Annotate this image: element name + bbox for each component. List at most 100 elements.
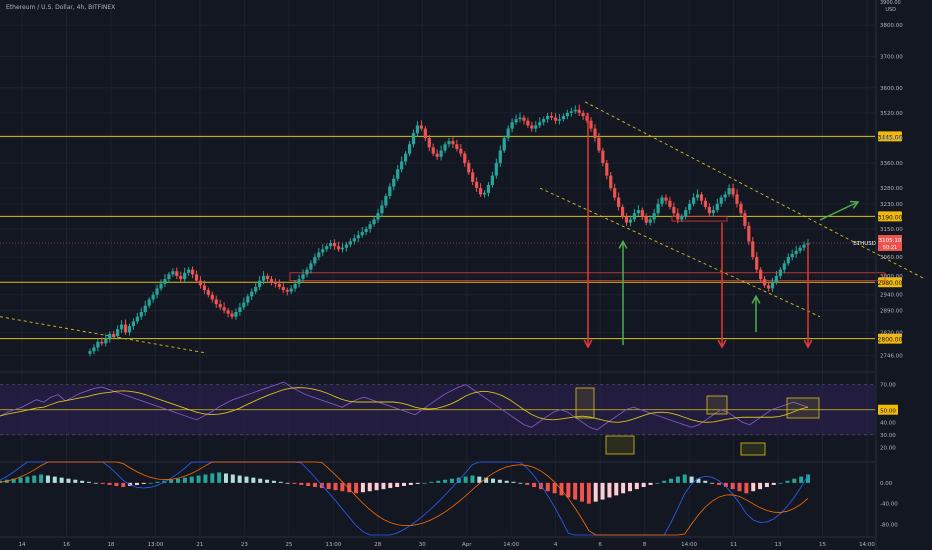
candle-body <box>309 263 313 270</box>
macd-histogram-bar <box>799 476 804 483</box>
candle-body <box>155 288 159 295</box>
rsi-highlight-box <box>605 435 635 455</box>
candle-body <box>644 216 648 223</box>
macd-histogram-bar <box>203 474 208 483</box>
candle-body <box>672 206 676 214</box>
candle-body <box>112 333 116 337</box>
macd-histogram-bar <box>223 473 228 483</box>
time-tick-label: 6 <box>598 542 602 548</box>
macd-histogram-bar <box>573 482 578 500</box>
candle-body <box>490 175 494 185</box>
candle-body <box>628 219 633 223</box>
candle-body <box>774 275 779 283</box>
candle-body <box>581 112 585 117</box>
macd-histogram-bar <box>600 482 605 500</box>
candle-body <box>743 213 747 226</box>
candle-body <box>502 137 506 151</box>
candle-body <box>514 119 518 123</box>
macd-histogram-bar <box>265 479 270 483</box>
old-trendline <box>0 316 206 354</box>
candle-body <box>246 296 250 303</box>
candle-body <box>127 326 132 333</box>
rsi-highlight-box <box>786 397 820 419</box>
candle-body <box>699 194 704 201</box>
macd-histogram-bar <box>347 482 352 493</box>
macd-signal-line <box>0 461 809 536</box>
candle-body <box>147 299 151 306</box>
candle-body <box>601 150 605 164</box>
candle-body <box>419 125 423 129</box>
candle-body <box>265 275 270 280</box>
candle-body <box>336 246 341 250</box>
macd-histogram-bar <box>121 482 126 488</box>
macd-histogram-bar <box>402 482 406 486</box>
macd-histogram-bar <box>381 482 386 490</box>
candle-body <box>289 288 293 292</box>
time-tick-label: 14 <box>19 542 26 548</box>
candle-body <box>171 271 175 275</box>
candle-body <box>202 285 207 291</box>
macd-histogram-bar <box>333 482 338 491</box>
current-symbol: ETHUSD <box>853 241 876 247</box>
trend-channel[interactable] <box>0 101 926 354</box>
candle-body <box>183 272 187 280</box>
macd-histogram-bar <box>689 476 694 483</box>
candle-body <box>100 341 104 344</box>
macd-histogram-bar <box>778 482 783 484</box>
candle-body <box>794 250 798 254</box>
time-tick-label: 16 <box>63 542 70 548</box>
red-arrow-down-head <box>583 339 593 349</box>
time-axis[interactable]: 14 16 18 13:00 21 23 25 13:00 28 30 Apr 14:00 4 6 8 14:… <box>0 536 875 548</box>
green-arrow-up-head <box>618 239 628 249</box>
time-tick-label: 13:00 <box>325 542 341 548</box>
candle-body <box>778 269 782 276</box>
candle-body <box>116 329 120 337</box>
candle-body <box>230 313 234 317</box>
time-tick-label: 11 <box>730 542 737 548</box>
macd-histogram-bar <box>614 482 619 496</box>
candle-body <box>471 172 475 182</box>
price-unit-label: USD <box>885 7 896 13</box>
horizontal-levels[interactable]: 3445.00 3190.00 2980.00 2800.00 <box>0 131 903 344</box>
price-tick-label: 3000.00 <box>880 274 903 280</box>
macd-histogram-bar <box>518 482 523 484</box>
candle-body <box>301 274 305 280</box>
macd-histogram-bar <box>470 475 475 483</box>
level-price-label: 2980.00 <box>878 280 903 287</box>
rsi-highlight-box <box>706 395 728 415</box>
candle-body <box>652 213 656 220</box>
candle-body <box>261 275 266 281</box>
macd-histogram-bar <box>525 482 530 485</box>
macd-histogram-bar <box>388 482 393 489</box>
candle-body <box>640 210 644 217</box>
macd-histogram-bar <box>716 482 721 485</box>
price-top-label: 3900.00 <box>880 0 901 6</box>
time-tick-label: 28 <box>374 542 381 548</box>
candle-body <box>222 307 226 311</box>
macd-histogram-bar <box>443 479 448 483</box>
level-price-tag <box>878 333 902 344</box>
macd-histogram-bar <box>586 482 591 504</box>
candle-body <box>636 210 640 214</box>
candle-body <box>691 197 696 204</box>
candle-body <box>415 125 420 134</box>
candle-body <box>656 203 660 214</box>
macd-tick-label: 0.00 <box>880 481 893 487</box>
macd-histogram-bar <box>66 478 71 483</box>
grid <box>0 0 875 535</box>
candle-body <box>119 324 124 330</box>
candle-body <box>593 128 597 138</box>
macd-histogram-bar <box>511 481 516 483</box>
candle-body <box>786 257 790 264</box>
candle-body <box>317 252 321 258</box>
candle-body <box>510 122 514 129</box>
macd-histogram-bar <box>532 482 537 488</box>
macd-histogram-bar <box>278 481 283 483</box>
candle-body <box>368 224 372 229</box>
macd-histogram-bar <box>237 475 242 483</box>
candle-body <box>443 144 447 151</box>
